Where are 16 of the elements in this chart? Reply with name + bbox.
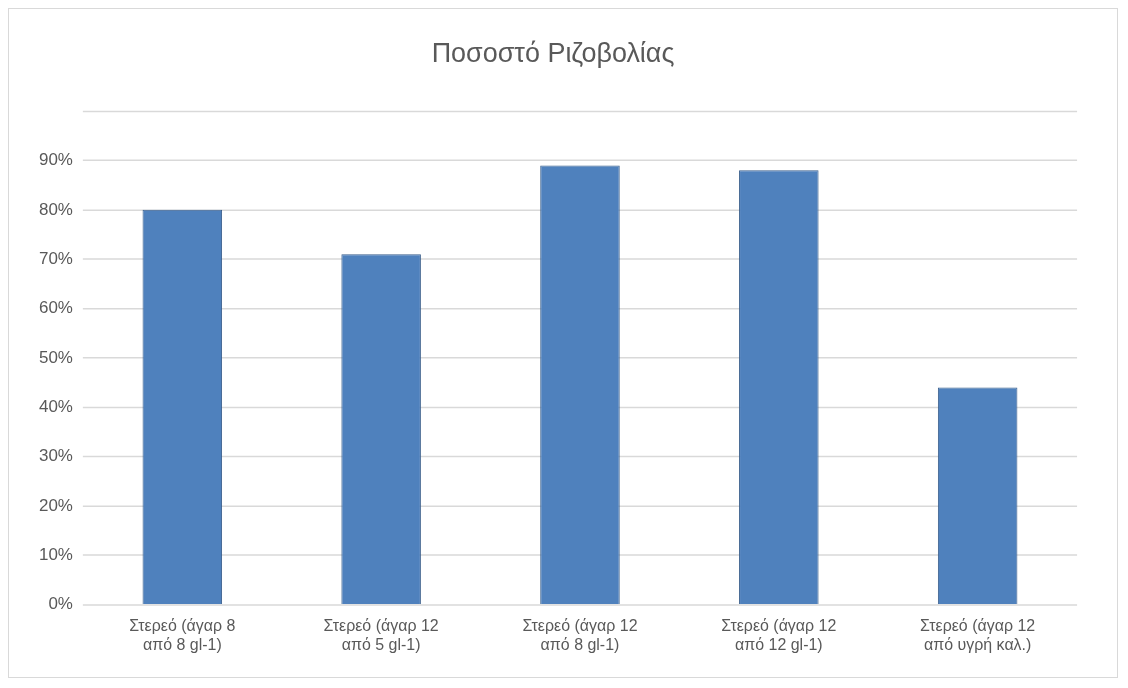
y-tick-label: 80% [38, 199, 73, 219]
y-tick-label: 60% [38, 298, 73, 318]
chart-title: Ποσοστό Ριζοβολίας [431, 38, 675, 69]
y-tick-label: 30% [38, 446, 73, 466]
x-tick-label: Στερεό (άγαρ 12 από 12 gl-1) [721, 616, 837, 653]
y-tick-label: 10% [38, 545, 73, 565]
y-tick-label: 40% [38, 397, 73, 416]
y-tick-label: 0% [48, 594, 73, 614]
y-tick-label: 70% [38, 248, 73, 268]
y-tick-label: 50% [38, 347, 73, 367]
x-tick-label: Στερεό (άγαρ 12 από 8 gl-1) [522, 616, 638, 653]
x-tick-label: Στερεό (άγαρ 12 από 5 gl-1) [323, 616, 439, 653]
y-tick-label: 90% [38, 150, 73, 170]
x-tick-label: Στερεό (άγαρ 12 από υγρή καλ.) [920, 616, 1036, 653]
y-tick-label: 20% [38, 495, 73, 515]
x-tick-label: Στερεό (άγαρ 8 από 8 gl-1) [129, 616, 236, 653]
